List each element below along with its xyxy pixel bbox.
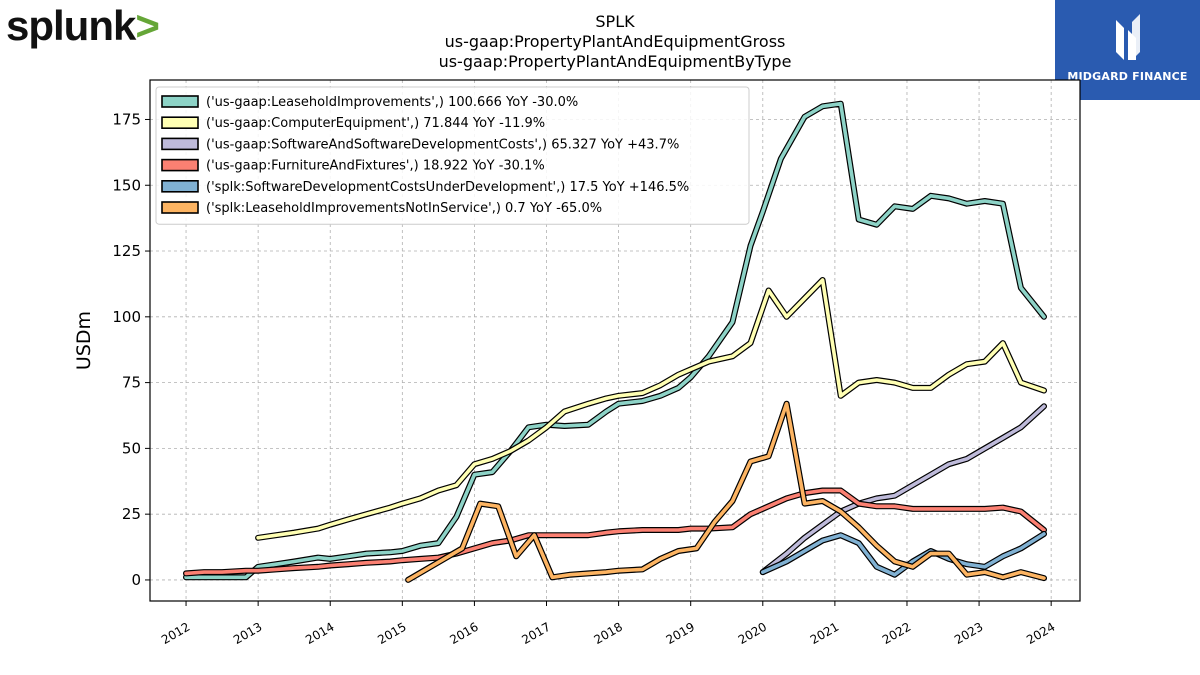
x-tick-label: 2018 [592, 620, 625, 647]
series-line [406, 401, 1046, 582]
series-line [184, 488, 1046, 576]
y-tick-label: 25 [122, 505, 141, 523]
splunk-logo-text: splunk [6, 2, 136, 49]
x-tick-label: 2023 [952, 620, 985, 647]
x-tick-label: 2020 [736, 620, 769, 647]
splunk-logo: splunk> [6, 2, 160, 50]
series-line [184, 101, 1046, 580]
x-tick-label: 2024 [1024, 620, 1057, 647]
y-tick-label: 0 [131, 571, 141, 589]
series-line [761, 532, 1046, 577]
y-tick-label: 125 [112, 242, 141, 260]
legend-label: ('us-gaap:FurnitureAndFixtures',) 18.922… [206, 159, 545, 174]
x-tick-label: 2016 [447, 620, 480, 647]
chart-title-line: us-gaap:PropertyPlantAndEquipmentGross [445, 32, 786, 51]
y-tick-label: 150 [112, 176, 141, 194]
midgard-emblem-icon [1055, 8, 1200, 72]
x-tick-label: 2012 [159, 620, 192, 647]
legend-label: ('us-gaap:LeaseholdImprovements',) 100.6… [206, 95, 578, 110]
series-line [256, 278, 1046, 540]
legend-label: ('us-gaap:ComputerEquipment',) 71.844 Yo… [206, 116, 545, 131]
chart-title-line: SPLK [595, 12, 635, 31]
y-tick-label: 175 [112, 110, 141, 128]
legend-label: ('us-gaap:SoftwareAndSoftwareDevelopment… [206, 137, 679, 152]
chart-title-line: us-gaap:PropertyPlantAndEquipmentByType [439, 52, 792, 71]
series-group [183, 100, 1047, 583]
y-tick-label: 100 [112, 308, 141, 326]
x-tick-label: 2017 [519, 620, 552, 647]
x-tick-label: 2022 [880, 620, 913, 647]
legend-label: ('splk:SoftwareDevelopmentCostsUnderDeve… [206, 180, 689, 195]
series-line [761, 404, 1046, 574]
midgard-finance-logo: MIDGARD FINANCE [1055, 0, 1200, 100]
splunk-chevron-icon: > [135, 2, 160, 49]
x-tick-label: 2014 [303, 620, 336, 647]
y-tick-label: 50 [122, 439, 141, 457]
x-tick-label: 2021 [808, 620, 841, 647]
legend-label: ('splk:LeaseholdImprovementsNotInService… [206, 201, 602, 216]
x-tick-label: 2013 [231, 620, 264, 647]
y-axis-label: USDm [73, 311, 95, 370]
legend-swatch [161, 158, 199, 172]
legend-swatch [161, 95, 199, 108]
x-tick-label: 2015 [375, 620, 408, 647]
plot-frame [149, 79, 1081, 602]
midgard-finance-text: MIDGARD FINANCE [1067, 70, 1188, 83]
legend: ('us-gaap:LeaseholdImprovements',) 100.6… [155, 86, 750, 225]
legend-swatch [161, 116, 199, 129]
legend-swatch [161, 201, 199, 214]
x-tick-label: 2019 [664, 620, 697, 647]
legend-swatch [161, 180, 199, 193]
y-tick-label: 75 [122, 374, 141, 392]
legend-box [155, 86, 750, 225]
legend-swatch [161, 137, 199, 151]
